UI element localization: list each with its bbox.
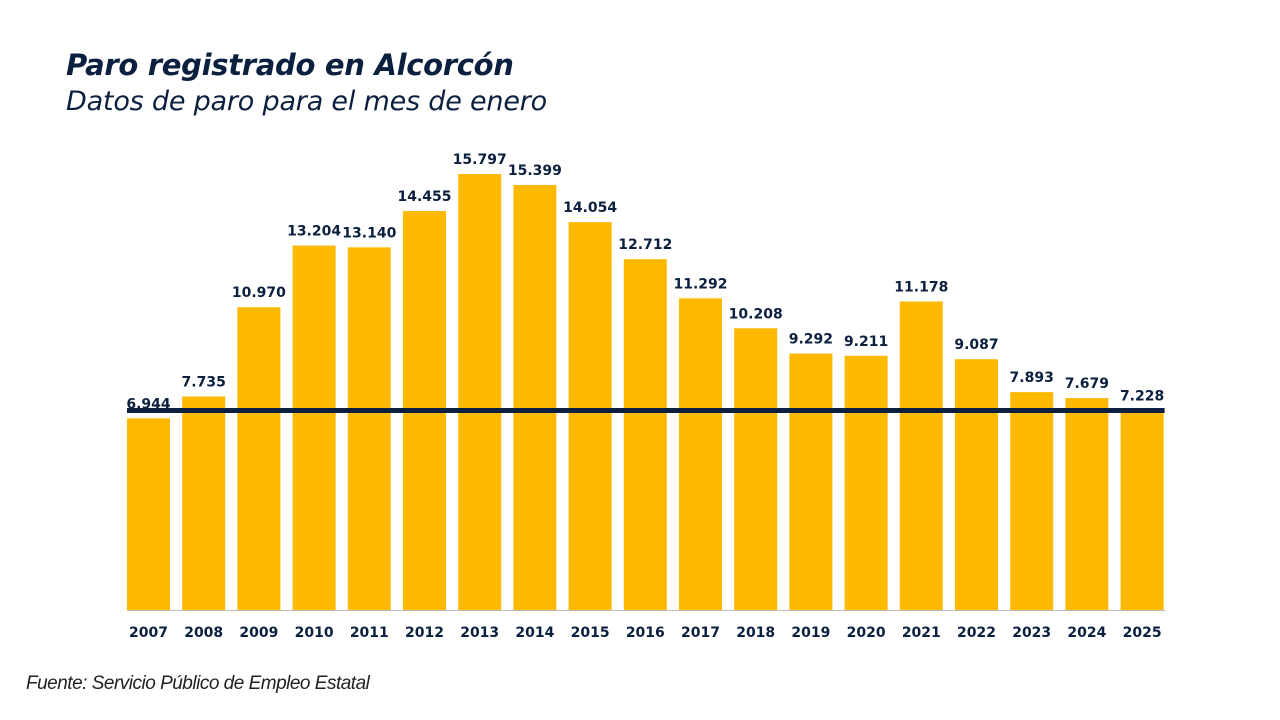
data-label: 14.455 <box>397 189 451 205</box>
bar-2017 <box>679 298 722 610</box>
bar-2024 <box>1065 398 1109 610</box>
bar-2014 <box>513 184 557 610</box>
bar-2008 <box>182 396 226 610</box>
x-tick-label: 2019 <box>791 625 830 641</box>
data-label: 12.712 <box>618 237 672 253</box>
bar-2018 <box>734 328 778 610</box>
x-tick-label: 2020 <box>847 625 886 641</box>
bar-2023 <box>1010 392 1054 610</box>
bar-2016 <box>623 259 667 610</box>
data-label: 9.292 <box>789 332 833 348</box>
chart-title: Paro registrado en Alcorcón <box>66 48 514 82</box>
x-tick-label: 2012 <box>405 625 444 641</box>
source-note: Fuente: Servicio Público de Empleo Estat… <box>26 673 370 694</box>
x-tick-label: 2013 <box>460 625 499 641</box>
x-tick-label: 2010 <box>295 625 334 641</box>
data-label: 7.893 <box>1010 370 1054 386</box>
data-label: 10.208 <box>729 306 783 322</box>
bar-2020 <box>844 355 888 610</box>
bar-2021 <box>899 301 943 610</box>
x-tick-label: 2007 <box>129 625 168 641</box>
x-tick-label: 2024 <box>1067 625 1106 641</box>
data-label: 7.679 <box>1065 376 1109 392</box>
x-tick-label: 2017 <box>681 625 720 641</box>
bar-2010 <box>292 245 336 610</box>
x-tick-label: 2025 <box>1123 625 1162 641</box>
data-label: 13.204 <box>287 224 341 240</box>
bar-2013 <box>458 174 502 610</box>
bar-2011 <box>347 247 391 610</box>
data-label: 7.735 <box>182 375 226 391</box>
x-tick-label: 2014 <box>515 625 554 641</box>
data-label: 9.087 <box>954 337 998 353</box>
data-label: 15.797 <box>453 152 507 168</box>
x-tick-label: 2016 <box>626 625 665 641</box>
x-tick-label: 2021 <box>902 625 941 641</box>
bar-2007 <box>127 418 170 610</box>
x-tick-label: 2022 <box>957 625 996 641</box>
x-tick-label: 2015 <box>571 625 610 641</box>
x-tick-label: 2018 <box>736 625 775 641</box>
bar-2025 <box>1120 410 1164 610</box>
data-label: 10.970 <box>232 285 286 301</box>
data-label: 9.211 <box>844 334 888 350</box>
data-label: 15.399 <box>508 163 562 179</box>
bar-2015 <box>568 222 612 610</box>
data-label: 11.292 <box>673 276 727 292</box>
x-tick-label: 2008 <box>184 625 223 641</box>
data-label: 14.054 <box>563 200 617 216</box>
x-tick-label: 2009 <box>239 625 278 641</box>
bar-2022 <box>955 359 998 610</box>
x-tick-label: 2023 <box>1012 625 1051 641</box>
data-label: 7.228 <box>1120 389 1164 405</box>
bar-2009 <box>237 307 281 610</box>
bar-2019 <box>789 353 833 610</box>
x-tick-label: 2011 <box>350 625 389 641</box>
data-label: 13.140 <box>342 225 396 241</box>
data-label: 11.178 <box>894 279 948 295</box>
chart-subtitle: Datos de paro para el mes de enero <box>66 86 547 117</box>
